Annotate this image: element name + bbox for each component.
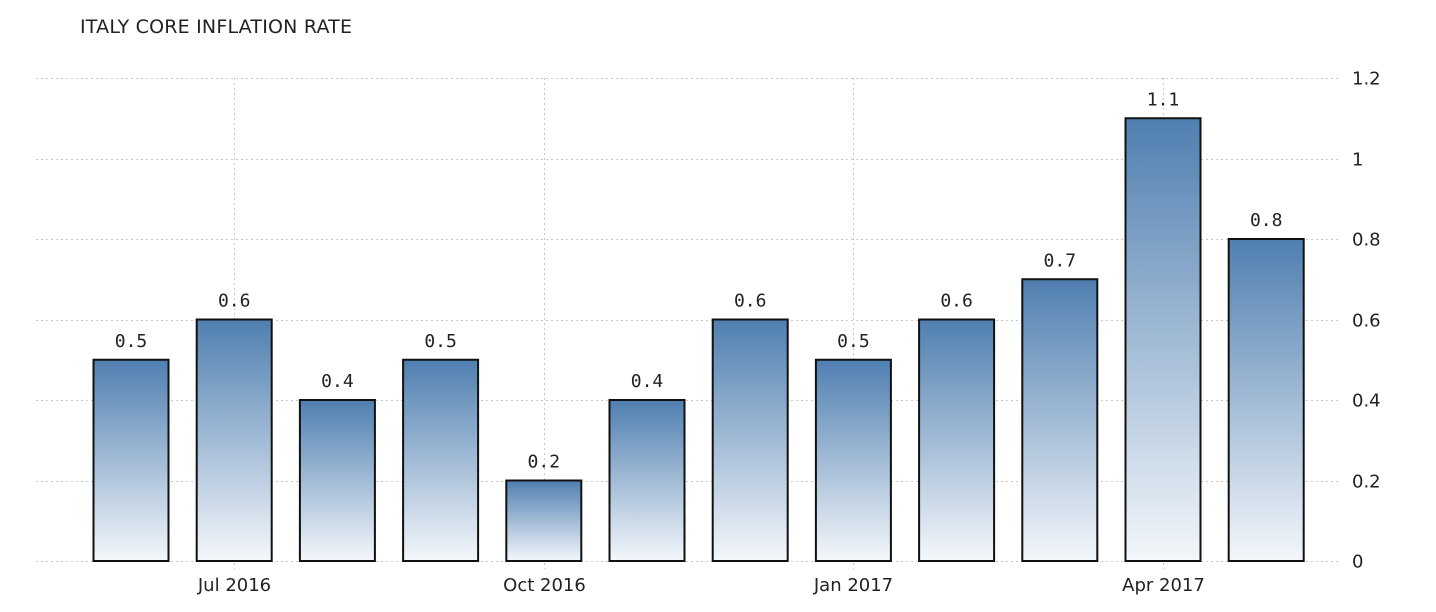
x-tick-label: Jul 2016 <box>197 575 271 596</box>
x-tick-label: Oct 2016 <box>503 575 586 596</box>
y-tick-label: 0.6 <box>1352 311 1381 332</box>
bar <box>711 318 789 562</box>
chart-title: ITALY CORE INFLATION RATE <box>80 16 353 38</box>
bar-value-label: 1.1 <box>1147 89 1180 110</box>
bar <box>1124 117 1202 562</box>
bar-value-label: 0.4 <box>321 371 354 392</box>
bar-value-label: 0.5 <box>424 331 457 352</box>
bar <box>1021 278 1099 562</box>
bar-value-label: 0.8 <box>1250 210 1283 231</box>
y-tick-label: 0.4 <box>1352 391 1381 412</box>
bar-value-label: 0.5 <box>115 331 148 352</box>
bar-value-label: 0.6 <box>940 291 973 312</box>
gridlines <box>36 78 1340 569</box>
bar-value-label: 0.4 <box>631 371 664 392</box>
bar <box>298 399 376 562</box>
y-tick-label: 0.2 <box>1352 472 1381 493</box>
bar <box>195 318 273 562</box>
y-tick-label: 0.8 <box>1352 230 1381 251</box>
bar <box>505 479 583 562</box>
y-tick-label: 1 <box>1352 150 1363 171</box>
data-labels: 0.5 0.6 0.4 0.5 0.2 0.4 0.6 0.5 0.6 0.7 1.1 0.8 <box>115 89 1283 472</box>
bar <box>1227 238 1305 562</box>
bar <box>402 358 480 562</box>
y-tick-label: 0 <box>1352 552 1363 573</box>
x-tick-label: Jan 2017 <box>813 575 893 596</box>
y-axis: 0 0.2 0.4 0.6 0.8 1 1.2 <box>1352 69 1381 573</box>
bar-value-label: 0.2 <box>528 452 561 473</box>
bar <box>608 399 686 562</box>
x-tick-label: Apr 2017 <box>1122 575 1205 596</box>
bar-value-label: 0.7 <box>1044 250 1077 271</box>
bar-value-label: 0.6 <box>734 291 767 312</box>
bar <box>92 358 170 562</box>
bars <box>92 117 1305 562</box>
bar <box>814 358 892 562</box>
bar-value-label: 0.6 <box>218 291 251 312</box>
bar <box>918 318 996 562</box>
y-tick-label: 1.2 <box>1352 69 1381 90</box>
x-axis: Jul 2016 Oct 2016 Jan 2017 Apr 2017 <box>197 575 1205 596</box>
bar-value-label: 0.5 <box>837 331 870 352</box>
